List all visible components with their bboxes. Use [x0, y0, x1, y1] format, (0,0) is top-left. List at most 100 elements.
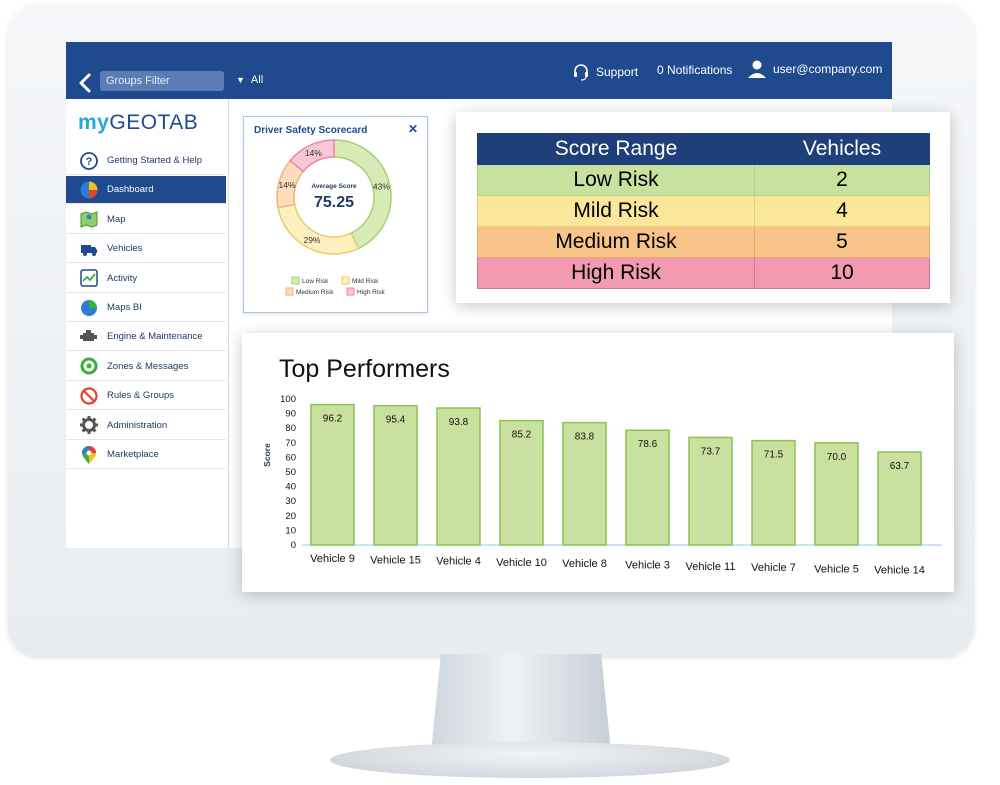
user-icon — [748, 60, 766, 78]
groups-dropdown-value: All — [250, 74, 264, 86]
sidebar-item-getting-started-help[interactable]: ? Getting Started & Help — [66, 147, 226, 175]
bar-vehicle-11 — [688, 436, 733, 546]
driver-safety-scorecard-card: Driver Safety Scorecard ✕ 43% 29% 14% 14% Av… — [243, 116, 428, 313]
bar-value-label: 83.8 — [575, 432, 595, 443]
table-row: Low Risk 2 — [477, 164, 930, 196]
vehicle-count-cell: 2 — [754, 164, 930, 196]
top-performers-title: Top Performers — [279, 355, 450, 383]
engine-icon — [79, 327, 99, 347]
back-button[interactable] — [72, 72, 100, 94]
groups-dropdown[interactable]: ▼ All — [236, 74, 263, 86]
sidebar-item-engine-maintenance[interactable]: Engine & Maintenance — [66, 323, 226, 352]
sidebar-item-zones-messages[interactable]: Zones & Messages — [66, 353, 226, 381]
vehicle-count-cell: 4 — [754, 195, 930, 227]
legend-swatch — [341, 276, 350, 285]
bar-value-label: 73.7 — [701, 446, 721, 457]
y-tick-label: 70 — [285, 438, 296, 449]
svg-text:?: ? — [86, 156, 93, 168]
legend-swatch — [346, 287, 355, 296]
y-tick-label: 80 — [285, 423, 296, 434]
bar-value-label: 78.6 — [638, 439, 658, 450]
donut-slice-high-risk — [289, 139, 335, 173]
legend-label: Medium Risk — [296, 289, 334, 296]
user-label: user@company.com — [773, 62, 883, 76]
top-performers-card: Top Performers 0 10 20 30 40 50 60 70 80 90 100 Sco… — [242, 333, 954, 592]
sidebar-item-activity[interactable]: Activity — [66, 265, 226, 293]
notifications-link[interactable]: 0 Notifications — [657, 63, 732, 77]
mygeotab-logo: myGEOTAB — [78, 111, 199, 134]
sidebar-item-label: Map — [107, 213, 126, 225]
top-performers-bar-chart: 0 10 20 30 40 50 60 70 80 90 100 Score 96.2 Vehicle 9… — [262, 394, 942, 577]
sidebar-item-map[interactable]: Map — [66, 206, 226, 234]
close-icon[interactable]: ✕ — [407, 122, 418, 136]
table-header-row: Score Range Vehicles — [477, 133, 930, 165]
table-row: High Risk 10 — [477, 257, 930, 289]
bar-vehicle-14 — [877, 451, 922, 546]
score-range-table-card: Score Range Vehicles Low Risk 2 Mild Risk 4… — [456, 112, 950, 303]
chevron-left-icon — [79, 73, 91, 93]
sidebar-item-label: Engine & Maintenance — [107, 331, 203, 343]
sidebar-item-label: Administration — [107, 419, 168, 431]
bar-value-label: 63.7 — [890, 461, 910, 472]
gear-icon — [79, 415, 99, 435]
x-tick-label: Vehicle 10 — [496, 557, 547, 569]
sidebar-item-rules-groups[interactable]: Rules & Groups — [66, 382, 226, 411]
legend-label: High Risk — [357, 289, 386, 296]
donut-slice-label: 43% — [373, 181, 390, 191]
support-link[interactable]: Support — [572, 63, 638, 81]
donut-slice-mild-risk — [277, 203, 360, 255]
vehicle-count-cell: 5 — [754, 226, 930, 258]
sidebar-item-label: Getting Started & Help — [107, 155, 203, 166]
bar-value-label: 85.2 — [512, 430, 532, 441]
sidebar-item-dashboard[interactable]: Dashboard — [66, 176, 226, 205]
x-tick-label: Vehicle 7 — [751, 562, 796, 574]
x-tick-label: Vehicle 9 — [310, 553, 355, 565]
bar-value-label: 93.8 — [449, 417, 469, 428]
donut-slice-label: 14% — [305, 148, 322, 158]
x-tick-label: Vehicle 4 — [436, 556, 481, 568]
y-tick-label: 60 — [285, 452, 296, 463]
legend-label: Low Risk — [302, 278, 329, 285]
groups-filter-input[interactable] — [100, 71, 224, 91]
bar-vehicle-8 — [562, 421, 607, 546]
legend-swatch — [285, 287, 294, 296]
x-tick-label: Vehicle 3 — [625, 560, 670, 572]
map-icon — [79, 209, 99, 229]
y-tick-label: 30 — [285, 496, 296, 507]
score-range-table: Score Range Vehicles Low Risk 2 Mild Risk 4… — [477, 133, 930, 289]
y-tick-label: 40 — [285, 482, 296, 493]
scorecard-title: Driver Safety Scorecard — [254, 125, 368, 136]
bar-vehicle-9 — [310, 403, 355, 546]
x-tick-label: Vehicle 14 — [874, 565, 925, 577]
y-tick-label: 90 — [285, 409, 296, 420]
vehicle-count-cell: 10 — [754, 257, 930, 289]
sidebar-item-administration[interactable]: Administration — [66, 412, 226, 440]
header-score-range: Score Range — [477, 133, 755, 165]
vehicles-icon — [79, 239, 99, 259]
legend-swatch — [291, 276, 300, 285]
sidebar-item-maps-bi[interactable]: Maps BI — [66, 294, 226, 322]
bar-value-label: 96.2 — [323, 414, 343, 425]
bar-vehicle-3 — [625, 429, 670, 546]
donut-slice-label: 29% — [303, 235, 320, 245]
notifications-label: 0 Notifications — [657, 63, 733, 77]
sidebar-item-vehicles[interactable]: Vehicles — [66, 235, 226, 264]
average-score-value: 75.25 — [314, 194, 354, 211]
table-row: Medium Risk 5 — [477, 226, 930, 258]
y-axis-label: Score — [262, 443, 272, 467]
x-tick-label: Vehicle 15 — [370, 554, 421, 566]
user-menu[interactable]: user@company.com — [747, 59, 882, 79]
y-tick-label: 50 — [285, 467, 296, 478]
sidebar-item-label: Activity — [107, 272, 138, 284]
donut-slice-label: 14% — [279, 180, 296, 190]
sidebar-item-label: Maps BI — [107, 302, 142, 313]
table-row: Mild Risk 4 — [477, 195, 930, 227]
bar-vehicle-7 — [751, 439, 796, 546]
dashboard-icon — [79, 180, 99, 200]
marketplace-icon — [79, 445, 99, 465]
average-score-label: Average Score — [311, 183, 357, 190]
bar-value-label: 70.0 — [827, 452, 847, 463]
sidebar-item-marketplace[interactable]: Marketplace — [66, 441, 226, 469]
y-tick-label: 100 — [280, 394, 296, 405]
y-tick-label: 10 — [285, 525, 296, 536]
